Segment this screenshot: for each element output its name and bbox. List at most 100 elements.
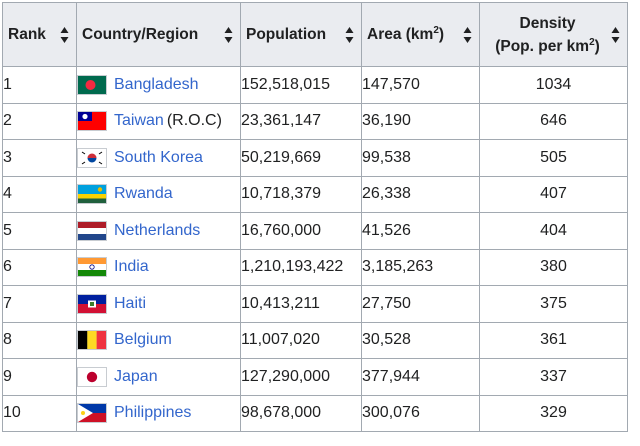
taiwan-flag-icon [77, 111, 107, 132]
area-header-sup: 2 [433, 24, 439, 36]
rank-cell: 4 [2, 175, 77, 213]
sort-icon[interactable] [345, 26, 354, 44]
rank-cell: 3 [2, 139, 77, 177]
japan-flag-icon [77, 366, 107, 387]
population-cell: 1,210,193,422 [240, 248, 362, 286]
rank-header[interactable]: Rank [2, 2, 77, 67]
header-row: Rank Country/Region Population Area (km2… [2, 2, 628, 67]
density-header-line1: Density [519, 14, 576, 32]
population-cell: 127,290,000 [240, 358, 362, 396]
country-cell: Bangladesh [76, 66, 241, 104]
country-link[interactable]: Japan [114, 367, 158, 385]
area-cell: 300,076 [361, 394, 480, 432]
country-link[interactable]: Netherlands [114, 221, 201, 239]
table-row: 2 Taiwan (R.O.C) 23,361,147 36,190 646 [2, 102, 628, 140]
country-cell: Belgium [76, 321, 241, 359]
rank-cell: 8 [2, 321, 77, 359]
rank-cell: 5 [2, 212, 77, 250]
table-row: 9 Japan 127,290,000 377,944 337 [2, 358, 628, 396]
country-header-label: Country/Region [82, 25, 199, 43]
population-cell: 50,219,669 [240, 139, 362, 177]
density-cell: 361 [479, 321, 628, 359]
country-cell: South Korea [76, 139, 241, 177]
table-row: 8 Belgium 11,007,020 30,528 361 [2, 321, 628, 359]
area-header-text: Area (km [367, 25, 434, 43]
rank-cell: 9 [2, 358, 77, 396]
density-cell: 329 [479, 394, 628, 432]
density-cell: 505 [479, 139, 628, 177]
bangladesh-flag-icon [77, 74, 107, 95]
population-cell: 98,678,000 [240, 394, 362, 432]
area-cell: 99,538 [361, 139, 480, 177]
area-header-close: ) [438, 25, 445, 43]
country-cell: Philippines [76, 394, 241, 432]
rank-cell: 2 [2, 102, 77, 140]
netherlands-flag-icon [77, 220, 107, 241]
country-cell: Rwanda [76, 175, 241, 213]
density-cell: 337 [479, 358, 628, 396]
rank-header-label: Rank [8, 25, 46, 43]
population-header-label: Population [246, 25, 327, 43]
country-link[interactable]: Belgium [114, 331, 172, 349]
population-header[interactable]: Population [240, 2, 362, 67]
country-cell: India [76, 248, 241, 286]
country-header[interactable]: Country/Region [76, 2, 241, 67]
density-header-sup: 2 [589, 36, 595, 48]
haiti-flag-icon [77, 293, 107, 314]
belgium-flag-icon [77, 330, 107, 351]
country-note: (R.O.C) [166, 112, 222, 130]
country-link[interactable]: Taiwan [114, 112, 164, 130]
country-cell: Japan [76, 358, 241, 396]
country-cell: Taiwan (R.O.C) [76, 102, 241, 140]
sort-icon[interactable] [60, 26, 69, 44]
country-link[interactable]: Bangladesh [114, 75, 199, 93]
density-cell: 407 [479, 175, 628, 213]
country-link[interactable]: India [114, 258, 149, 276]
rank-cell: 6 [2, 248, 77, 286]
area-cell: 147,570 [361, 66, 480, 104]
country-link[interactable]: Haiti [114, 294, 147, 312]
country-cell: Netherlands [76, 212, 241, 250]
table-row: 7 Haiti 10,413,211 27,750 375 [2, 285, 628, 323]
table-row: 10 Philippines 98,678,000 300,076 329 [2, 394, 628, 432]
table-row: 3 South Korea 50,219,669 99,538 505 [2, 139, 628, 177]
population-cell: 11,007,020 [240, 321, 362, 359]
density-header-line2: (Pop. per km [495, 37, 590, 55]
south-korea-flag-icon [77, 147, 107, 168]
population-cell: 10,413,211 [240, 285, 362, 323]
density-cell: 380 [479, 248, 628, 286]
density-cell: 375 [479, 285, 628, 323]
population-cell: 152,518,015 [240, 66, 362, 104]
table-row: 6 India 1,210,193,422 3,185,263 380 [2, 248, 628, 286]
rank-cell: 7 [2, 285, 77, 323]
density-cell: 1034 [479, 66, 628, 104]
density-header-close: ) [594, 37, 600, 55]
india-flag-icon [77, 257, 107, 278]
population-cell: 23,361,147 [240, 102, 362, 140]
area-header[interactable]: Area (km2) [361, 2, 480, 67]
sort-icon[interactable] [463, 26, 472, 44]
density-cell: 646 [479, 102, 628, 140]
rank-cell: 1 [2, 66, 77, 104]
country-cell: Haiti [76, 285, 241, 323]
density-header-label: Density (Pop. per km2) [480, 12, 627, 58]
table-row: 4 Rwanda 10,718,379 26,338 407 [2, 175, 628, 213]
area-cell: 30,528 [361, 321, 480, 359]
area-cell: 36,190 [361, 102, 480, 140]
population-density-table: Rank Country/Region Population Area (km2… [2, 2, 628, 432]
density-header[interactable]: Density (Pop. per km2) [479, 2, 628, 67]
sort-icon[interactable] [611, 26, 620, 44]
area-cell: 3,185,263 [361, 248, 480, 286]
country-link[interactable]: South Korea [114, 148, 203, 166]
area-header-label: Area (km2) [362, 24, 479, 44]
area-cell: 377,944 [361, 358, 480, 396]
sort-icon[interactable] [224, 26, 233, 44]
country-link[interactable]: Rwanda [114, 185, 173, 203]
country-link[interactable]: Philippines [114, 404, 192, 422]
area-cell: 26,338 [361, 175, 480, 213]
population-cell: 16,760,000 [240, 212, 362, 250]
area-cell: 27,750 [361, 285, 480, 323]
rank-cell: 10 [2, 394, 77, 432]
density-cell: 404 [479, 212, 628, 250]
philippines-flag-icon [77, 403, 107, 424]
